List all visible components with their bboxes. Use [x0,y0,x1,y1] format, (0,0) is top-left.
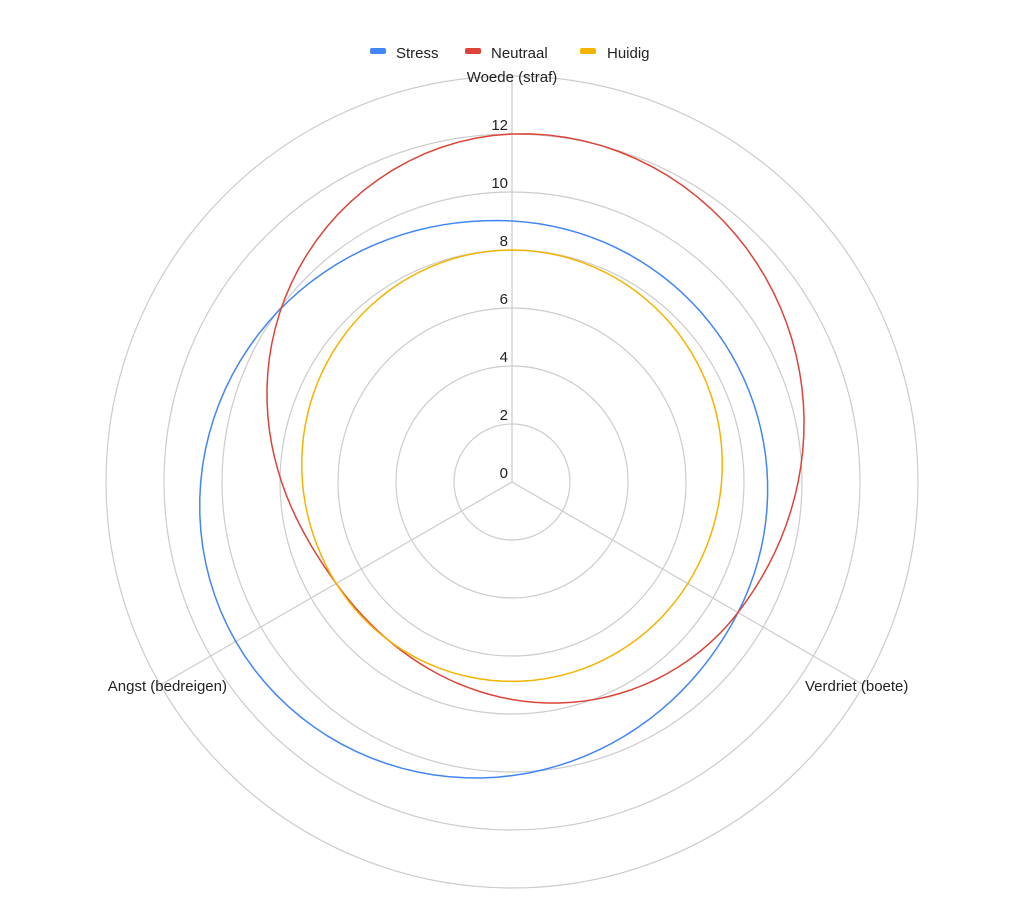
legend-item-stress[interactable]: Stress [370,45,439,62]
legend: Stress Neutraal Huidig [370,45,650,62]
legend-label-neutraal: Neutraal [491,45,548,62]
legend-item-neutraal[interactable]: Neutraal [465,45,548,62]
legend-swatch-huidig [580,48,596,54]
legend-label-stress: Stress [396,45,439,62]
radial-tick-labels: 0 2 4 6 8 10 12 [491,117,508,482]
legend-swatch-neutraal [465,48,481,54]
legend-label-huidig: Huidig [607,45,650,62]
tick-label: 6 [500,291,508,308]
legend-item-huidig[interactable]: Huidig [580,45,650,62]
legend-swatch-stress [370,48,386,54]
radar-spokes [160,76,864,686]
tick-label: 12 [491,117,508,134]
series-line-huidig[interactable] [301,249,723,683]
tick-label: 4 [500,349,508,366]
tick-label: 8 [500,233,508,250]
tick-label: 0 [500,465,508,482]
axis-label-verdriet: Verdriet (boete) [805,678,908,695]
tick-label: 2 [500,407,508,424]
series-line-neutraal[interactable] [266,133,805,704]
axis-label-woede: Woede (straf) [467,69,558,86]
series-line-stress[interactable] [199,219,769,779]
axis-label-angst: Angst (bedreigen) [108,678,227,695]
tick-label: 10 [491,175,508,192]
series-layer [199,133,805,779]
